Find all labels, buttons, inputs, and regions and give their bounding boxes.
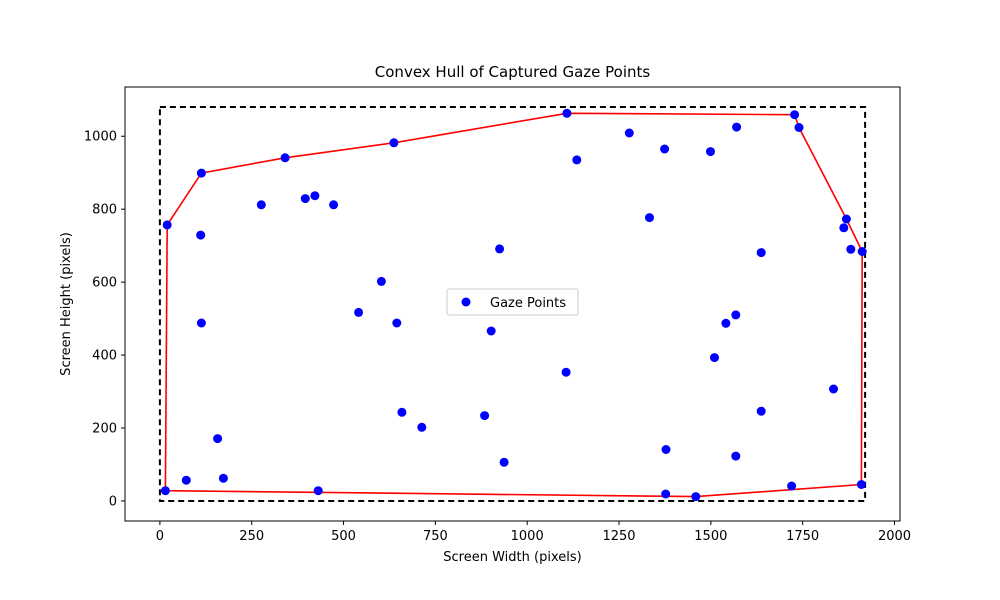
x-tick-label: 500 (331, 529, 356, 544)
legend-label: Gaze Points (490, 296, 566, 311)
legend-box (446, 288, 579, 316)
gaze-point (756, 248, 766, 258)
gaze-point (857, 247, 867, 256)
y-tick-label: 1000 (84, 130, 117, 145)
gaze-point (397, 407, 407, 417)
gaze-point (300, 194, 310, 204)
gaze-points-layer (160, 108, 867, 502)
y-tick-label: 600 (92, 276, 117, 291)
gaze-point (661, 445, 671, 454)
gaze-point (417, 422, 427, 432)
gaze-point (256, 200, 266, 210)
gaze-point (310, 191, 320, 201)
x-tick-label: 1500 (694, 529, 727, 544)
y-tick-label: 0 (109, 494, 117, 509)
gaze-point (721, 318, 731, 328)
y-tick-label: 800 (92, 203, 117, 218)
gaze-point (787, 481, 797, 491)
gaze-point (660, 144, 670, 154)
gaze-point (162, 220, 172, 230)
gaze-point (218, 473, 228, 483)
gaze-point (846, 244, 856, 254)
chart-title: Convex Hull of Captured Gaze Points (375, 63, 651, 81)
gaze-point (354, 307, 364, 317)
x-tick-label: 1750 (786, 529, 819, 544)
x-tick-label: 750 (423, 529, 448, 544)
gaze-point (856, 480, 866, 489)
gaze-point (661, 489, 671, 499)
gaze-point (499, 457, 509, 467)
x-axis-label: Screen Width (pixels) (443, 550, 581, 565)
gaze-point (196, 168, 206, 178)
gaze-point (376, 276, 386, 286)
gaze-point (329, 200, 339, 210)
x-tick-label: 1250 (602, 529, 635, 544)
gaze-point (710, 353, 719, 363)
x-tick-label: 2000 (878, 529, 911, 544)
gaze-point (624, 128, 634, 138)
gaze-point (841, 214, 851, 224)
gaze-point (486, 326, 496, 336)
gaze-point (562, 108, 572, 118)
gaze-point (160, 486, 170, 496)
gaze-point (280, 153, 290, 163)
gaze-point (572, 155, 582, 165)
gaze-point (196, 230, 206, 240)
gaze-point (495, 244, 505, 254)
gaze-point (732, 122, 742, 132)
gaze-point (389, 138, 399, 148)
y-tick-label: 400 (92, 349, 117, 364)
gaze-point (691, 492, 701, 502)
gaze-point (213, 434, 223, 444)
y-axis-ticks: 0 200 400 600 800 1000 (84, 130, 125, 509)
gaze-point (790, 110, 800, 120)
gaze-point (731, 310, 741, 320)
plot-area (124, 86, 901, 522)
x-tick-label: 1000 (511, 529, 544, 544)
gaze-point (480, 411, 490, 421)
gaze-point (756, 406, 766, 416)
screen-boundary (158, 106, 867, 502)
gaze-point (392, 318, 402, 328)
x-tick-label: 0 (156, 529, 164, 544)
gaze-point (794, 123, 804, 132)
legend: Gaze Points (446, 288, 579, 316)
y-axis-label: Screen Height (pixels) (59, 232, 74, 376)
gaze-point (731, 451, 741, 461)
screen-boundary-layer (158, 106, 867, 502)
gaze-point (561, 367, 571, 377)
gaze-point (829, 384, 838, 394)
legend-marker (461, 297, 471, 307)
gaze-point (839, 223, 849, 233)
x-tick-label: 250 (239, 529, 264, 544)
gaze-point (181, 475, 191, 485)
gaze-point (196, 318, 206, 328)
gaze-point (706, 147, 715, 157)
gaze-point (313, 486, 323, 496)
x-axis-ticks: 0 250 500 750 1000 1250 1500 1750 2000 (156, 521, 911, 544)
gaze-point (645, 213, 654, 223)
y-tick-label: 200 (92, 422, 117, 437)
